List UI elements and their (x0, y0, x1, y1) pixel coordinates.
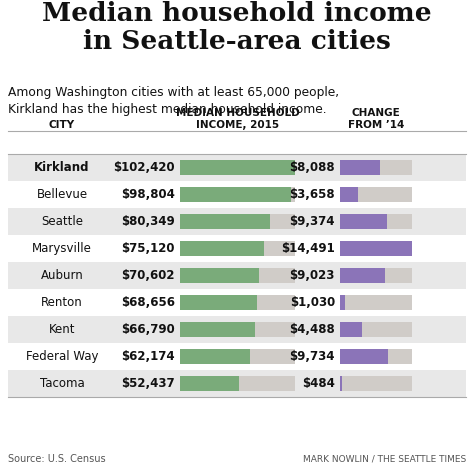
Bar (180, 241, 264, 256)
Text: Source: U.S. Census: Source: U.S. Census (8, 454, 106, 464)
Text: MARK NOWLIN / THE SEATTLE TIMES: MARK NOWLIN / THE SEATTLE TIMES (303, 455, 466, 464)
Bar (180, 349, 250, 364)
Text: Kent: Kent (49, 323, 75, 336)
Bar (180, 160, 295, 175)
Text: $484: $484 (302, 377, 335, 390)
Text: $62,174: $62,174 (121, 350, 175, 363)
Text: $1,030: $1,030 (290, 296, 335, 309)
Text: $68,656: $68,656 (121, 296, 175, 309)
Text: Renton: Renton (41, 296, 83, 309)
Bar (180, 241, 295, 256)
Text: $75,120: $75,120 (121, 242, 175, 255)
Text: CITY: CITY (49, 120, 75, 130)
Bar (340, 295, 345, 310)
Text: MEDIAN HOUSEHOLD
INCOME, 2015: MEDIAN HOUSEHOLD INCOME, 2015 (176, 109, 300, 130)
Bar (8, 316, 466, 343)
Bar (180, 295, 295, 310)
Bar (340, 214, 412, 229)
Text: $9,734: $9,734 (290, 350, 335, 363)
Text: Marysville: Marysville (32, 242, 92, 255)
Bar (180, 268, 259, 283)
Bar (180, 160, 295, 175)
Bar (180, 187, 295, 202)
Text: CHANGE
FROM ’14: CHANGE FROM ’14 (348, 109, 404, 130)
Text: $8,088: $8,088 (289, 161, 335, 174)
Bar (340, 376, 342, 391)
Bar (340, 268, 385, 283)
Bar (340, 160, 380, 175)
Bar (340, 214, 387, 229)
Text: Among Washington cities with at least 65,000 people,
Kirkland has the highest me: Among Washington cities with at least 65… (8, 86, 339, 116)
Bar (8, 262, 466, 289)
Text: Seattle: Seattle (41, 215, 83, 228)
Text: Federal Way: Federal Way (26, 350, 98, 363)
Bar (180, 268, 295, 283)
Text: $70,602: $70,602 (121, 269, 175, 282)
Text: $3,658: $3,658 (289, 188, 335, 201)
Bar (340, 295, 412, 310)
Text: $4,488: $4,488 (289, 323, 335, 336)
Text: Auburn: Auburn (41, 269, 83, 282)
Bar (180, 322, 295, 337)
Text: $80,349: $80,349 (121, 215, 175, 228)
Bar (8, 154, 466, 181)
Bar (180, 349, 295, 364)
Bar (340, 322, 362, 337)
Text: Bellevue: Bellevue (36, 188, 88, 201)
Text: Tacoma: Tacoma (40, 377, 84, 390)
Bar (340, 268, 412, 283)
Bar (340, 322, 412, 337)
Text: $14,491: $14,491 (281, 242, 335, 255)
Text: Kirkland: Kirkland (34, 161, 90, 174)
Bar (340, 241, 412, 256)
Bar (340, 349, 388, 364)
Bar (340, 241, 412, 256)
Bar (180, 322, 255, 337)
Bar (340, 349, 412, 364)
Bar (340, 376, 412, 391)
Bar (180, 295, 257, 310)
Bar (180, 376, 295, 391)
Bar (8, 208, 466, 235)
Bar (340, 187, 412, 202)
Bar (180, 214, 295, 229)
Bar (180, 214, 270, 229)
Text: $52,437: $52,437 (121, 377, 175, 390)
Text: $9,023: $9,023 (290, 269, 335, 282)
Bar (340, 160, 412, 175)
Bar (340, 187, 358, 202)
Bar (180, 187, 291, 202)
Text: $102,420: $102,420 (113, 161, 175, 174)
Text: $98,804: $98,804 (121, 188, 175, 201)
Bar (180, 376, 239, 391)
Text: $66,790: $66,790 (121, 323, 175, 336)
Bar (8, 370, 466, 397)
Text: $9,374: $9,374 (290, 215, 335, 228)
Text: Median household income
in Seattle-area cities: Median household income in Seattle-area … (42, 1, 432, 54)
